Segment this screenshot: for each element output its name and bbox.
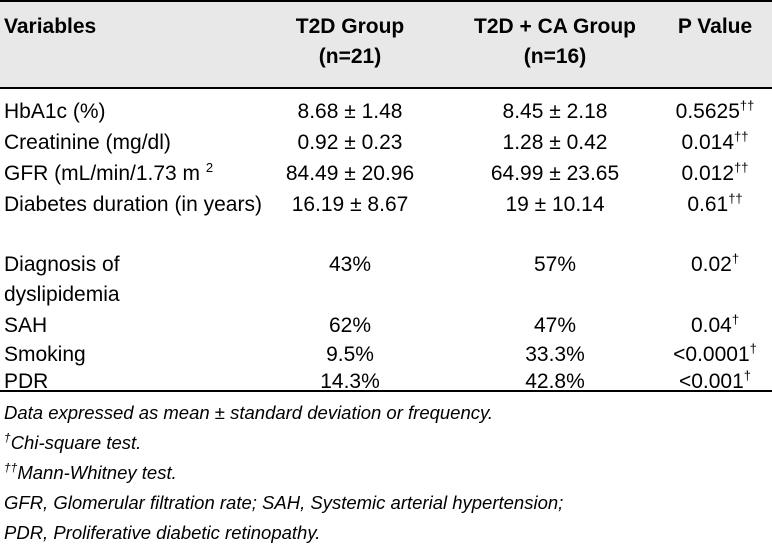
row-t2d-value: 84.49 ± 20.96: [285, 162, 415, 185]
p-value-text: <0.001: [678, 370, 744, 393]
row-t2d-value: 14.3%: [320, 370, 380, 393]
p-value-text: 0.012: [681, 162, 735, 185]
p-value-mark: †: [731, 312, 740, 327]
row-variable-text: GFR (mL/min/1.73 m: [4, 162, 206, 185]
row-t2d-ca-value: 33.3%: [525, 343, 585, 366]
p-value-text: 0.02: [690, 253, 732, 276]
header-t2d-group-title: T2D Group: [295, 15, 405, 38]
header-variables: Variables: [4, 15, 97, 38]
row-t2d-ca-value: 57%: [533, 253, 577, 276]
row-t2d-value: 9.5%: [326, 343, 374, 366]
header-t2d-group-n: (n=21): [318, 45, 382, 68]
row-variable: Smoking: [4, 343, 86, 366]
row-p-value: <0.001†: [640, 367, 772, 397]
bottom-rule: [0, 390, 772, 392]
row-t2d-value: 43%: [328, 253, 372, 276]
header-p-value: P Value: [677, 15, 753, 38]
row-t2d-value: 62%: [328, 314, 372, 337]
row-p-value: <0.0001†: [640, 340, 772, 370]
row-t2d-value: 0.92 ± 0.23: [297, 131, 403, 154]
row-t2d-value: 8.68 ± 1.48: [297, 100, 403, 123]
p-value-mark: †: [743, 368, 752, 383]
footnote-mann-whitney: ††Mann-Whitney test.: [4, 458, 764, 488]
row-p-value: 0.012††: [640, 159, 772, 189]
row-variable: HbA1c (%): [4, 100, 106, 123]
p-value-text: <0.0001: [673, 343, 750, 366]
row-variable: SAH: [4, 314, 48, 337]
footnote-mark: ††: [4, 461, 18, 475]
row-p-value: 0.5625††: [640, 97, 772, 127]
top-rule: [0, 0, 772, 2]
p-value-text: 0.61: [687, 193, 729, 216]
header-rule: [0, 87, 772, 89]
row-variable-sup: 2: [205, 160, 214, 175]
row-variable: PDR: [4, 370, 49, 393]
row-t2d-ca-value: 8.45 ± 2.18: [502, 100, 608, 123]
p-value-mark: ††: [734, 160, 749, 175]
row-p-value: 0.61††: [640, 190, 772, 220]
row-variable: Creatinine (mg/dl): [4, 131, 171, 154]
p-value-mark: †: [731, 251, 740, 266]
p-value-text: 0.04: [690, 314, 732, 337]
row-variable: GFR (mL/min/1.73 m 2: [4, 159, 289, 189]
row-variable: Diabetes duration (in years): [4, 193, 262, 216]
p-value-mark: ††: [728, 191, 743, 206]
table-footnotes: Data expressed as mean ± standard deviat…: [4, 398, 764, 548]
footnote-text: Chi-square test.: [10, 432, 142, 453]
header-band: [0, 0, 772, 88]
header-t2d-group: T2D Group (n=21): [250, 12, 450, 72]
footnote-mark: †: [4, 431, 11, 445]
header-t2d-ca-group-title: T2D + CA Group: [474, 15, 636, 38]
footnote-abbreviations-2: PDR, Proliferative diabetic retinopathy.: [4, 522, 321, 543]
row-t2d-ca-value: 42.8%: [525, 370, 585, 393]
footnote-abbreviations-1: GFR, Glomerular filtration rate; SAH, Sy…: [4, 492, 564, 513]
header-t2d-ca-group: T2D + CA Group (n=16): [440, 12, 670, 72]
row-t2d-ca-value: 19 ± 10.14: [505, 193, 605, 216]
p-value-text: 0.014: [681, 131, 735, 154]
p-value-mark: ††: [734, 129, 749, 144]
header-t2d-ca-group-n: (n=16): [523, 45, 587, 68]
row-p-value: 0.04†: [640, 311, 772, 341]
row-t2d-value: 16.19 ± 8.67: [291, 193, 409, 216]
row-p-value: 0.014††: [640, 128, 772, 158]
p-value-mark: †: [749, 341, 757, 356]
row-t2d-ca-value: 47%: [533, 314, 577, 337]
footnote-data-expressed: Data expressed as mean ± standard deviat…: [4, 402, 494, 423]
footnote-chi-square: †Chi-square test.: [4, 428, 764, 458]
row-t2d-ca-value: 64.99 ± 23.65: [490, 162, 620, 185]
row-t2d-ca-value: 1.28 ± 0.42: [502, 131, 608, 154]
row-variable: Diagnosis of dyslipidemia: [4, 253, 120, 306]
p-value-text: 0.5625: [675, 100, 740, 123]
footnote-text: Mann-Whitney test.: [17, 462, 177, 483]
row-p-value: 0.02†: [640, 250, 772, 280]
p-value-mark: ††: [739, 98, 755, 113]
